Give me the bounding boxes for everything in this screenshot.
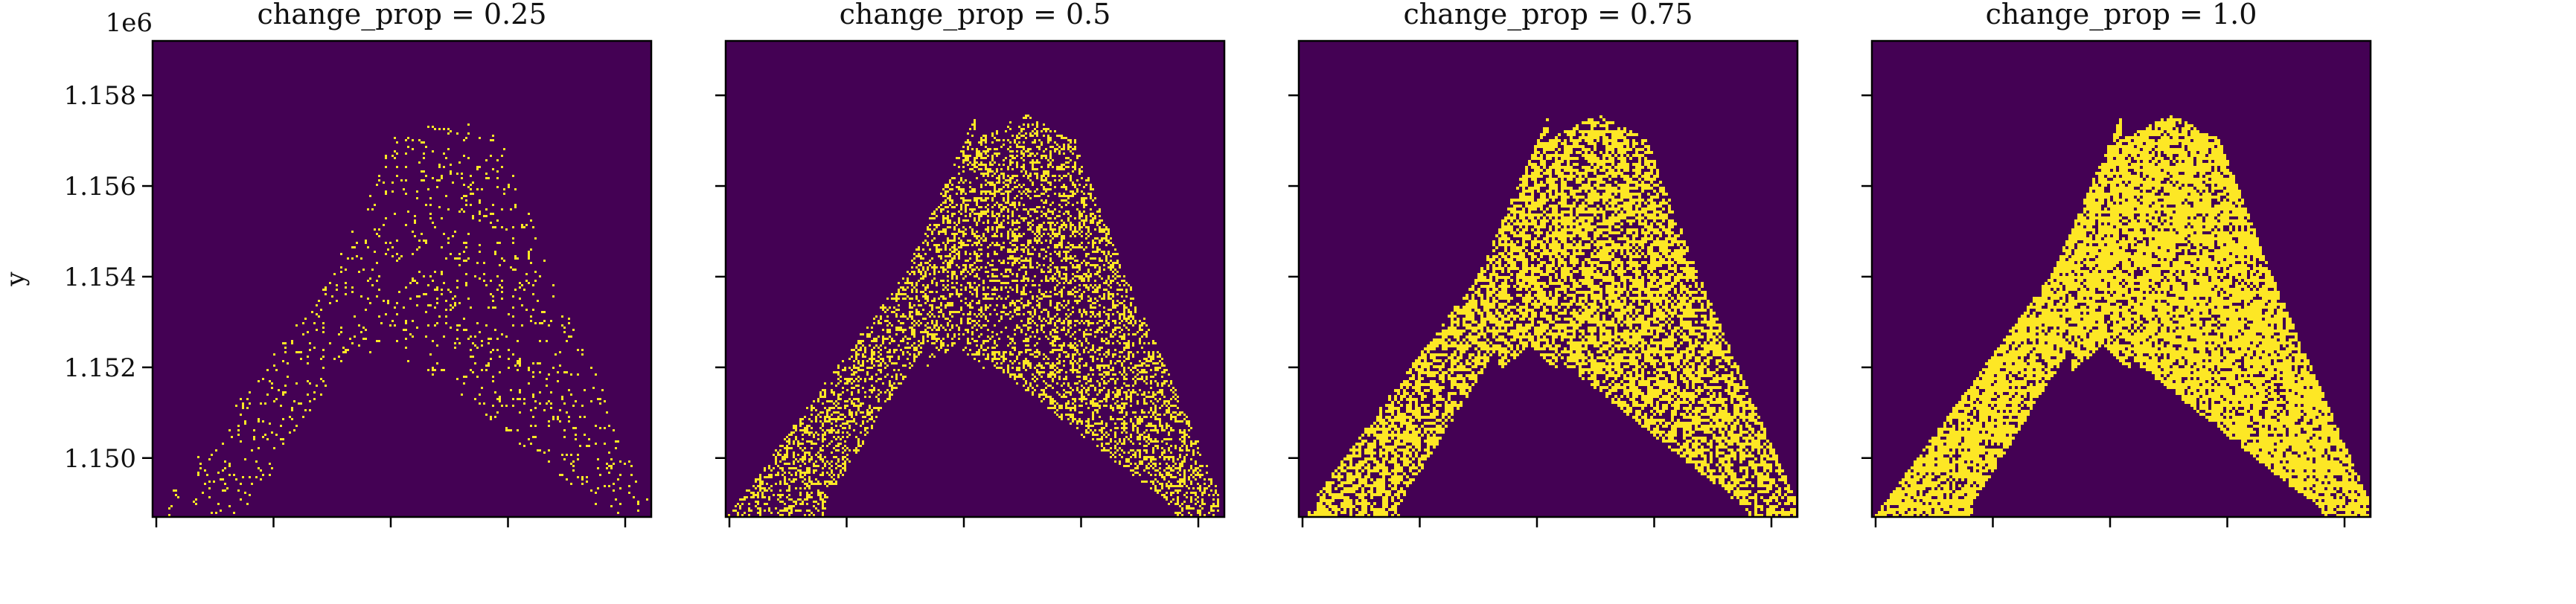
changed-cells [1308, 115, 1796, 517]
panel-title: change_prop = 1.0 [1986, 0, 2257, 31]
y-axis-label: y [1, 272, 31, 287]
axes-frame [724, 39, 1226, 518]
y-tick-label: 1.150 [64, 444, 136, 474]
changed-cells [168, 123, 648, 516]
heatmap-background [726, 41, 1224, 517]
axes-frame [1870, 39, 2372, 518]
heatmap-background [153, 41, 651, 517]
panel-title: change_prop = 0.5 [840, 0, 1111, 31]
y-tick-label: 1.152 [64, 353, 136, 383]
panel-3: change_prop = 0.75 [1288, 0, 1799, 527]
changed-cells [728, 115, 1219, 516]
y-tick-label: 1.154 [64, 263, 136, 292]
changed-cells [1875, 115, 2369, 517]
panel-1: change_prop = 0.25 1.150 1.152 1.154 1.156 1.… [1, 0, 653, 527]
panel-title: change_prop = 0.75 [1404, 0, 1693, 31]
panel-title: change_prop = 0.25 [258, 0, 547, 31]
y-tick-label: 1.156 [64, 172, 136, 202]
axes-frame [1297, 39, 1799, 518]
panel-2: change_prop = 0.5 [715, 0, 1226, 527]
y-tick-label: 1.158 [64, 81, 136, 111]
axes-frame [151, 39, 653, 518]
panel-4: change_prop = 1.0 [1861, 0, 2372, 527]
y-offset-label: 1e6 [106, 8, 153, 38]
